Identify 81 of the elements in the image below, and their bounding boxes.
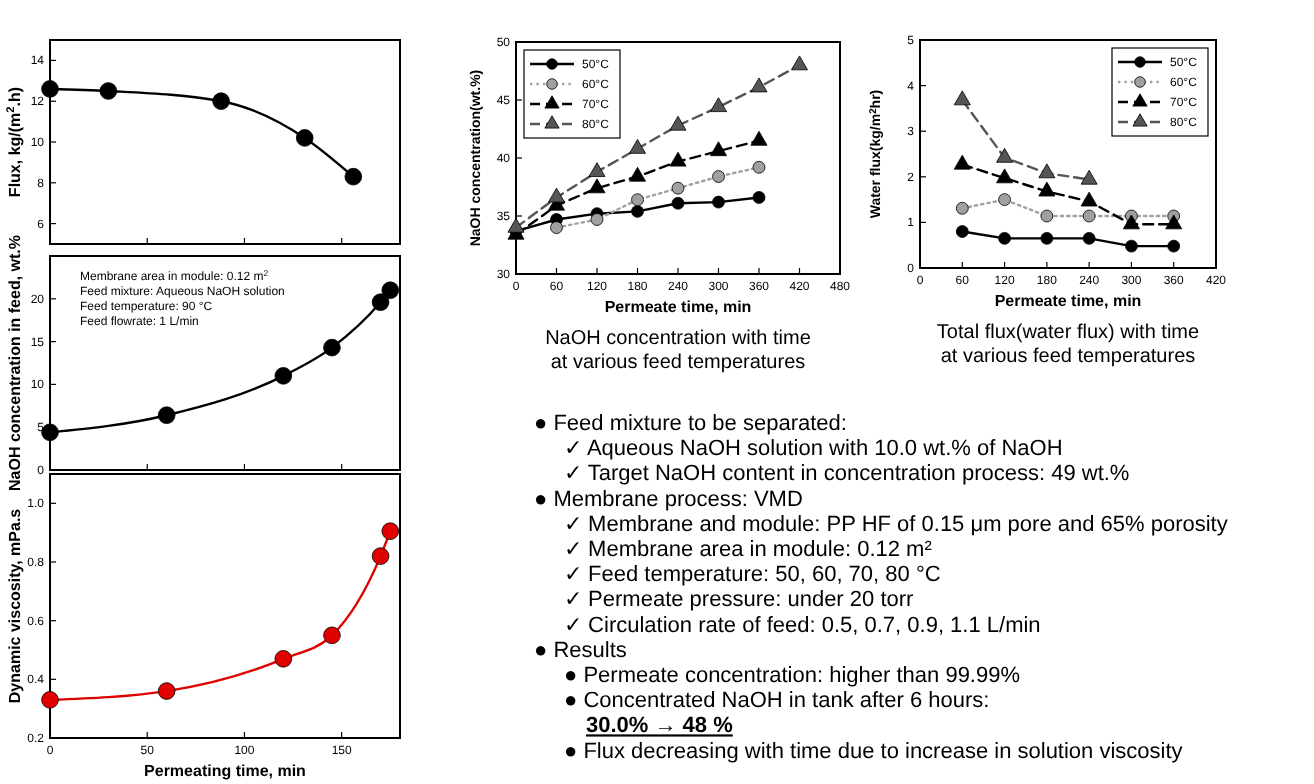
point	[712, 170, 725, 183]
x-axis-title: Permeate time, min	[994, 292, 1142, 310]
point	[1165, 214, 1183, 230]
point	[1080, 191, 1098, 207]
text: ✓ Feed temperature: 50, 60, 70, 80 °C	[564, 563, 941, 588]
point	[669, 151, 687, 167]
point	[710, 97, 727, 112]
x-axis-title: Permeating time, min	[144, 762, 307, 780]
text: ✓ Circulation rate of feed: 0.5, 0.7, 0.9, 1.1 L/min	[564, 613, 1041, 638]
text: ✓ Membrane and module: PP HF of 0.15 μm pore and 65% porosity	[564, 512, 1229, 537]
point	[157, 406, 176, 424]
point	[548, 187, 565, 203]
point	[955, 225, 969, 238]
point	[588, 162, 606, 177]
point	[41, 423, 59, 442]
point	[99, 82, 118, 100]
point	[752, 160, 766, 174]
point	[631, 193, 644, 207]
point	[381, 281, 400, 299]
point	[1040, 209, 1054, 223]
point	[274, 367, 293, 385]
point	[710, 141, 727, 157]
point	[41, 80, 59, 98]
point	[323, 338, 341, 357]
point	[588, 178, 606, 194]
point	[590, 213, 604, 226]
text: ✓ Membrane area in module: 0.12 m²	[564, 538, 933, 562]
point	[996, 147, 1014, 163]
point	[1082, 232, 1096, 245]
point	[712, 195, 725, 209]
text: 30.0% → 48 %	[586, 714, 734, 739]
point	[996, 168, 1014, 184]
point	[671, 181, 685, 195]
point	[629, 139, 646, 154]
point	[323, 626, 341, 645]
point	[629, 166, 646, 182]
point	[1038, 181, 1056, 197]
point	[41, 691, 59, 709]
point	[507, 217, 525, 233]
point	[998, 232, 1011, 245]
text: ● Feed mixture to be separated:	[534, 412, 847, 436]
point	[550, 221, 563, 234]
point	[750, 130, 768, 146]
point	[1080, 169, 1098, 185]
point	[371, 547, 390, 565]
point	[955, 201, 969, 215]
text: ● Flux decreasing with time due to increase in solution viscosity	[564, 739, 1184, 764]
point	[998, 193, 1011, 206]
y-axis-title: Dynamic viscosity, mPa.s	[6, 507, 24, 704]
point	[752, 191, 766, 204]
point	[295, 129, 314, 147]
point	[953, 90, 971, 106]
text: ● Concentrated NaOH in tank after 6 hours:	[564, 689, 990, 714]
text: ● Membrane process: VMD	[534, 487, 803, 512]
point	[1125, 239, 1138, 253]
text: Total flux(water flux) with time at various feed temperatures	[936, 322, 1201, 368]
point	[750, 77, 768, 93]
point	[1038, 163, 1056, 179]
point	[157, 682, 176, 700]
point	[1167, 239, 1181, 253]
point	[1082, 209, 1096, 223]
point	[669, 115, 687, 131]
point	[274, 650, 293, 668]
text: ✓ Permeate pressure: under 20 torr	[564, 588, 915, 613]
text: ● Results	[534, 638, 628, 663]
point	[953, 154, 971, 170]
x-axis-title: Permeate time, min	[604, 298, 752, 316]
text: ✓ Target NaOH content in concentration process: 49 wt.%	[564, 462, 1130, 487]
point	[381, 522, 400, 540]
point	[1040, 232, 1054, 245]
text: NaOH concentration with time at various feed temperatures	[545, 328, 812, 374]
point	[1122, 214, 1140, 230]
point	[671, 196, 685, 210]
point	[631, 205, 644, 218]
point	[791, 55, 808, 71]
text: ● Permeate concentration: higher than 99.99%	[564, 664, 1021, 688]
point	[371, 293, 390, 311]
point	[212, 92, 230, 110]
y-axis-title: NaOH concentration in feed, wt.%	[6, 234, 24, 492]
point	[344, 167, 363, 186]
text: ✓ Aqueous NaOH solution with 10.0 wt.% of NaOH	[564, 437, 1063, 462]
